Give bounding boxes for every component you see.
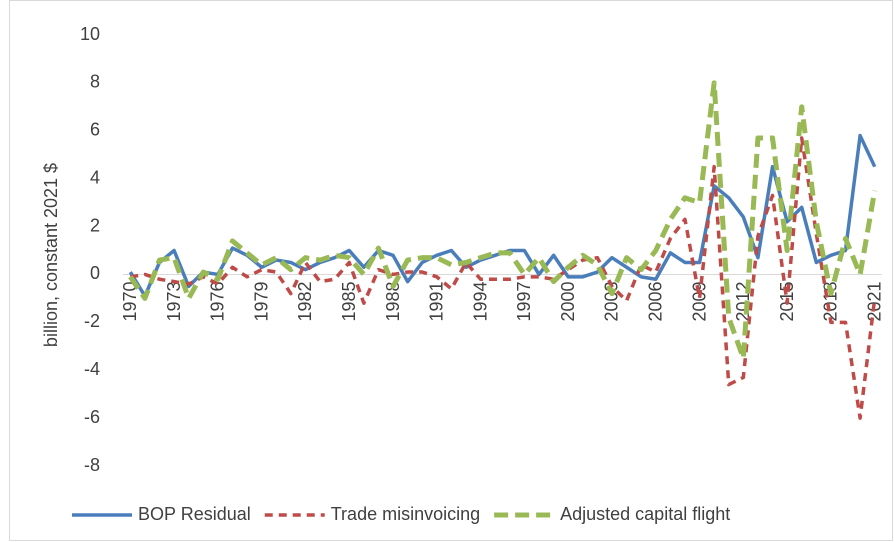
x-tick-label: 1991 <box>427 281 447 321</box>
series-line <box>130 136 877 420</box>
x-tick-label: 1997 <box>514 281 534 321</box>
y-tick-label: 10 <box>80 24 100 44</box>
y-tick-label: 4 <box>90 167 100 187</box>
x-tick-label: 2000 <box>558 281 578 321</box>
x-tick-label: 1988 <box>383 281 403 321</box>
x-tick-label: 1994 <box>470 281 490 321</box>
y-tick-label: -6 <box>84 407 100 427</box>
x-tick-label: 2006 <box>646 281 666 321</box>
y-tick-label: -2 <box>84 311 100 331</box>
x-tick-label: 1982 <box>295 281 315 321</box>
y-tick-label: -8 <box>84 455 100 475</box>
legend-label: BOP Residual <box>138 504 251 524</box>
y-tick-label: 8 <box>90 72 100 92</box>
y-tick-label: 2 <box>90 215 100 235</box>
x-tick-label: 1973 <box>164 281 184 321</box>
y-tick-label: -4 <box>84 359 100 379</box>
x-tick-label: 2003 <box>602 281 622 321</box>
x-tick-label: 1976 <box>208 281 228 321</box>
y-tick-label: 6 <box>90 120 100 140</box>
chart-frame <box>9 0 893 541</box>
y-axis-title: billion, constant 2021 $ <box>41 163 61 347</box>
series-line <box>128 80 878 361</box>
x-tick-label: 1979 <box>251 281 271 321</box>
legend-label: Adjusted capital flight <box>560 504 730 524</box>
legend-label: Trade misinvoicing <box>331 504 480 524</box>
x-tick-label: 1985 <box>339 281 359 321</box>
y-tick-label: 0 <box>90 263 100 283</box>
x-tick-label: 1970 <box>120 281 140 321</box>
x-tick-label: 2021 <box>864 281 884 321</box>
x-tick-label: 2009 <box>689 281 709 321</box>
